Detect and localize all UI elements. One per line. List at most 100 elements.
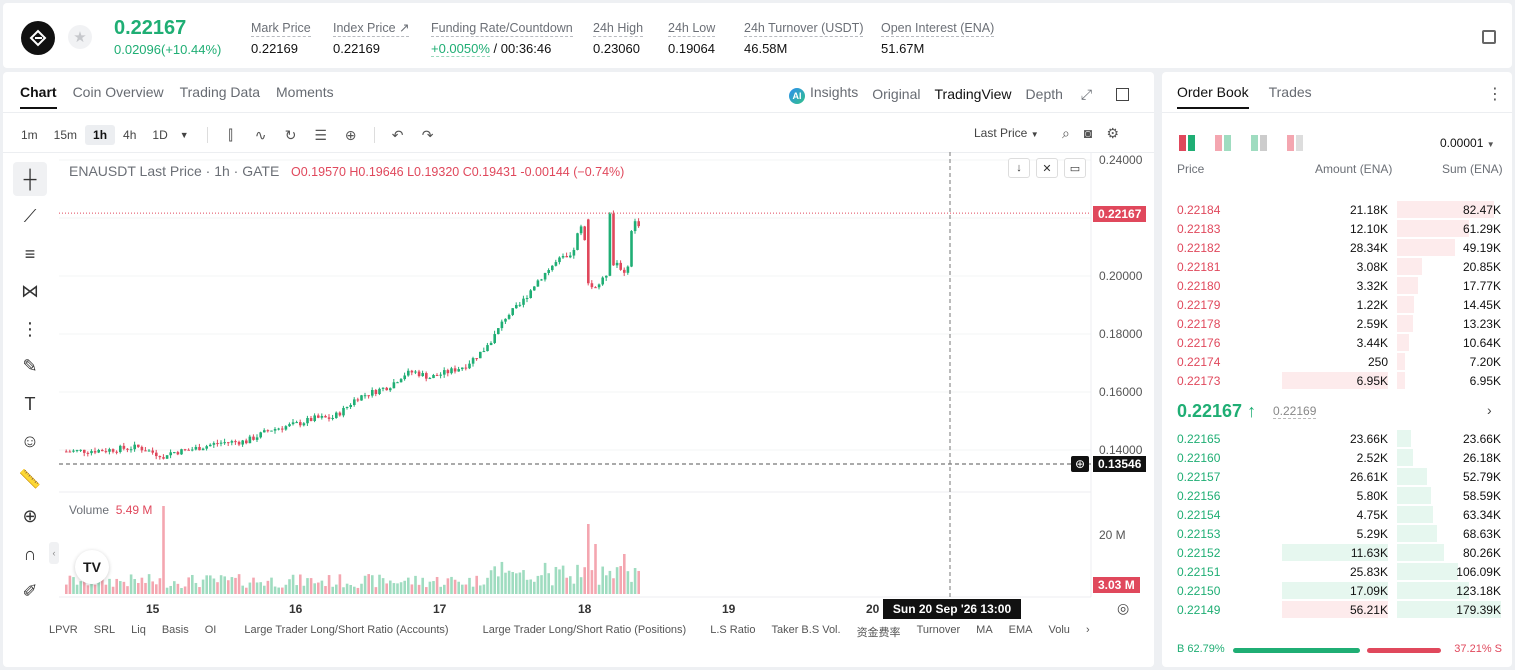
ruler-tool-icon[interactable]: 📏: [18, 468, 42, 489]
ask-row[interactable]: 0.22181 3.08K 20.85K: [1162, 257, 1512, 276]
zoom-tool-icon[interactable]: ⊕: [22, 506, 38, 526]
indicator-basis[interactable]: Basis: [161, 624, 189, 636]
tab-tradingview[interactable]: TradingView: [934, 86, 1012, 102]
interval-1d[interactable]: 1D: [152, 128, 168, 142]
bid-row[interactable]: 0.22150 17.09K 123.18K: [1162, 581, 1512, 600]
indicator-turnover[interactable]: Turnover: [916, 624, 961, 636]
book-mode-asks-icon[interactable]: [1251, 135, 1267, 151]
ask-row[interactable]: 0.22182 28.34K 49.19K: [1162, 238, 1512, 257]
interval-1h[interactable]: 1h: [85, 125, 116, 145]
order-amount: 23.66K: [1349, 432, 1388, 446]
interval-4h[interactable]: 4h: [123, 128, 137, 142]
precision-select[interactable]: 0.00001 ▼: [1440, 136, 1495, 150]
indicator-lt-accounts[interactable]: Large Trader Long/Short Ratio (Accounts): [244, 624, 449, 636]
magnet-tool-icon[interactable]: ∩: [23, 543, 37, 564]
candle-type-icon[interactable]: ⫿: [228, 126, 233, 143]
edit-tool-icon[interactable]: ✐: [22, 581, 38, 601]
bid-row[interactable]: 0.22153 5.29K 68.63K: [1162, 524, 1512, 543]
window-icon[interactable]: [1116, 87, 1130, 101]
interval-15m[interactable]: 15m: [53, 128, 78, 142]
search-icon[interactable]: ⌕: [1062, 125, 1070, 141]
ask-row[interactable]: 0.22184 21.18K 82.47K: [1162, 200, 1512, 219]
gear-icon[interactable]: ⚙: [1106, 125, 1119, 141]
tab-coin-overview[interactable]: Coin Overview: [72, 84, 164, 100]
candlestick-chart[interactable]: [3, 72, 1154, 667]
ask-row[interactable]: 0.22174 250 7.20K: [1162, 352, 1512, 371]
ask-row[interactable]: 0.22176 3.44K 10.64K: [1162, 333, 1512, 352]
indicator-lpvr[interactable]: LPVR: [49, 624, 78, 636]
interval-1m[interactable]: 1m: [21, 128, 38, 142]
indicators-icon[interactable]: ∿: [254, 126, 267, 143]
bid-row[interactable]: 0.22149 56.21K 179.39K: [1162, 600, 1512, 619]
indicator-oi[interactable]: OI: [204, 624, 217, 636]
tradingview-logo-icon[interactable]: TV: [75, 550, 109, 584]
collapse-sidebar-icon[interactable]: ‹: [49, 542, 59, 564]
chevron-right-icon[interactable]: ›: [1487, 402, 1492, 418]
ask-row[interactable]: 0.22180 3.32K 17.77K: [1162, 276, 1512, 295]
horizontal-lines-tool-icon[interactable]: ≡: [24, 243, 36, 264]
pattern-tool-icon[interactable]: ⋈: [21, 281, 39, 301]
indicator-lt-positions[interactable]: Large Trader Long/Short Ratio (Positions…: [482, 624, 687, 636]
crosshair-add-icon[interactable]: ⊕: [1071, 456, 1089, 472]
order-price: 0.22154: [1177, 508, 1221, 522]
indicator-funding[interactable]: 资金费率: [856, 627, 901, 639]
bid-row[interactable]: 0.22156 5.80K 58.59K: [1162, 486, 1512, 505]
indicator-srl[interactable]: SRL: [93, 624, 116, 636]
bid-row[interactable]: 0.22160 2.52K 26.18K: [1162, 448, 1512, 467]
bid-row[interactable]: 0.22154 4.75K 63.34K: [1162, 505, 1512, 524]
bid-row[interactable]: 0.22151 25.83K 106.09K: [1162, 562, 1512, 581]
replay-icon[interactable]: ↻: [284, 126, 297, 143]
settings-box-icon[interactable]: ▭: [1064, 158, 1086, 178]
tab-trades[interactable]: Trades: [1268, 84, 1312, 100]
tab-order-book[interactable]: Order Book: [1177, 84, 1249, 109]
ask-row[interactable]: 0.22179 1.22K 14.45K: [1162, 295, 1512, 314]
ask-row[interactable]: 0.22173 6.95K 6.95K: [1162, 371, 1512, 390]
stat-index-price[interactable]: Index Price ↗ 0.22169: [333, 21, 410, 56]
indicator-liq[interactable]: Liq: [131, 624, 146, 636]
add-alert-icon[interactable]: ⊕: [344, 126, 357, 143]
book-mode-depth-icon[interactable]: [1287, 135, 1303, 151]
indicator-taker-vol[interactable]: Taker B.S Vol.: [771, 624, 841, 636]
book-icon[interactable]: [1482, 30, 1496, 44]
templates-icon[interactable]: ☰: [314, 126, 327, 143]
indicator-ls-ratio[interactable]: L.S Ratio: [710, 624, 756, 636]
scroll-right-icon[interactable]: ›: [1085, 624, 1090, 636]
book-mode-bids-icon[interactable]: [1215, 135, 1231, 151]
brush-tool-icon[interactable]: ✎: [22, 356, 38, 376]
bid-row[interactable]: 0.22152 11.63K 80.26K: [1162, 543, 1512, 562]
axis-settings-icon[interactable]: ◎: [1117, 600, 1130, 616]
ask-row[interactable]: 0.22183 12.10K 61.29K: [1162, 219, 1512, 238]
collapse-icon[interactable]: ✕: [1036, 158, 1058, 178]
candle-body: [579, 226, 583, 234]
crosshair-tool-icon[interactable]: ┼: [13, 162, 47, 196]
interval-dropdown-icon[interactable]: ▼: [179, 130, 189, 140]
more-icon[interactable]: ⋮: [1487, 86, 1503, 103]
tab-chart[interactable]: Chart: [20, 84, 57, 109]
tab-original[interactable]: Original: [872, 86, 921, 102]
candle-body: [137, 444, 140, 447]
tab-trading-data[interactable]: Trading Data: [179, 84, 261, 100]
scroll-down-icon[interactable]: ↓: [1008, 158, 1030, 178]
text-tool-icon[interactable]: T: [24, 393, 36, 414]
undo-icon[interactable]: ↶: [391, 126, 404, 143]
indicator-ma[interactable]: MA: [976, 624, 993, 636]
book-mode-both-icon[interactable]: [1179, 135, 1195, 151]
fib-tool-icon[interactable]: ⋮: [21, 318, 39, 339]
ask-row[interactable]: 0.22178 2.59K 13.23K: [1162, 314, 1512, 333]
bid-row[interactable]: 0.22157 26.61K 52.79K: [1162, 467, 1512, 486]
trend-line-tool-icon[interactable]: ⟋: [23, 206, 37, 226]
tab-moments[interactable]: Moments: [276, 84, 334, 100]
emoji-tool-icon[interactable]: ☺: [20, 431, 40, 451]
camera-icon[interactable]: ◙: [1083, 125, 1093, 141]
volume-bar: [147, 574, 151, 594]
indicator-volume[interactable]: Volu: [1048, 624, 1070, 636]
price-type-select[interactable]: Last Price ▼: [974, 126, 1039, 140]
redo-icon[interactable]: ↷: [421, 126, 434, 143]
favorite-star-icon[interactable]: ★: [68, 25, 92, 49]
tab-insights[interactable]: AI Insights: [789, 84, 858, 104]
indicator-ema[interactable]: EMA: [1008, 624, 1033, 636]
expand-icon[interactable]: ⤢: [1080, 85, 1093, 102]
volume-bar: [335, 584, 338, 594]
tab-depth[interactable]: Depth: [1025, 86, 1063, 102]
bid-row[interactable]: 0.22165 23.66K 23.66K: [1162, 429, 1512, 448]
